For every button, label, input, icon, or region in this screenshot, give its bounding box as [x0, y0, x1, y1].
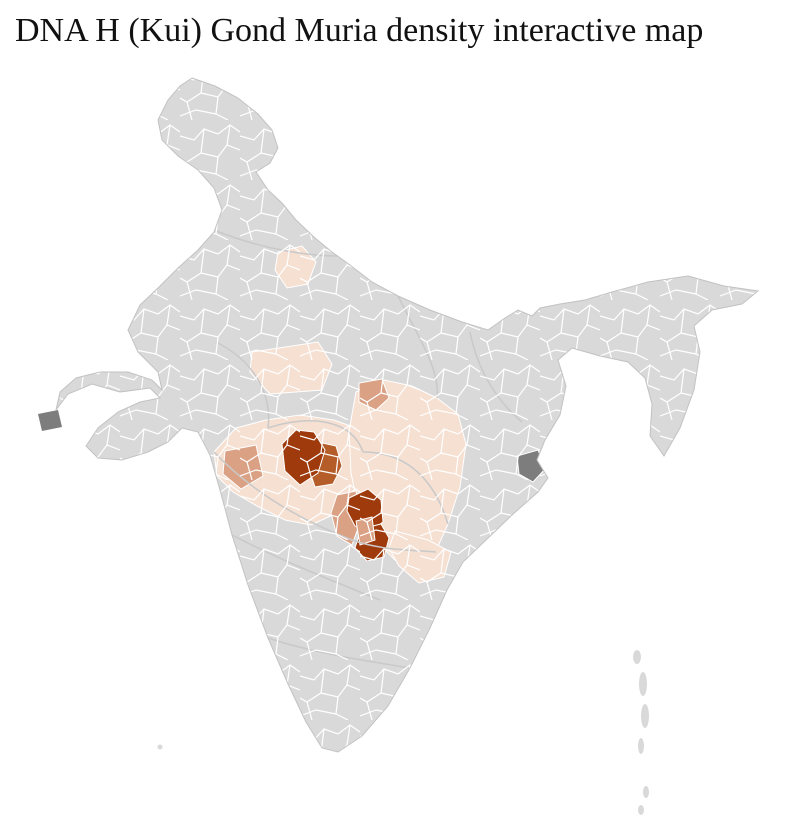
- island[interactable]: [639, 672, 647, 696]
- island-dot[interactable]: [157, 744, 163, 750]
- island[interactable]: [633, 650, 641, 664]
- island[interactable]: [641, 704, 649, 728]
- page-title: DNA H (Kui) Gond Muria density interacti…: [15, 12, 704, 49]
- gray-region-west-fragment[interactable]: [38, 410, 62, 431]
- island[interactable]: [643, 786, 649, 798]
- island[interactable]: [638, 738, 644, 754]
- island-chain: [157, 650, 649, 815]
- island[interactable]: [638, 805, 644, 815]
- density-region-medium-inset[interactable]: [355, 516, 376, 546]
